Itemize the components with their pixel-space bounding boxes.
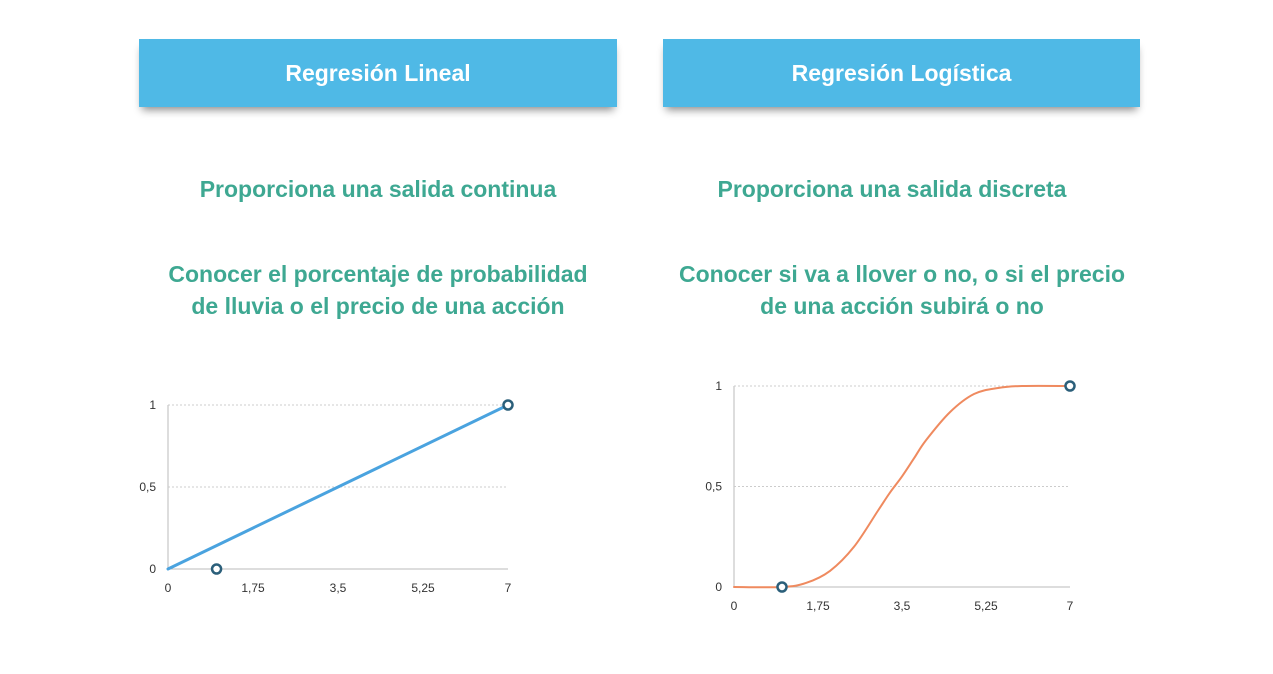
logistic-x-tick-label: 5,25 [974, 599, 998, 613]
logistic-description-line-2: de una acción subirá o no [760, 293, 1044, 319]
linear-y-tick-label: 0 [149, 562, 156, 576]
linear-subtitle: Proporciona una salida continua [199, 176, 557, 202]
logistic-x-tick-label: 3,5 [894, 599, 911, 613]
linear-data-point [210, 563, 223, 575]
logistic-x-tick-label: 0 [731, 599, 738, 613]
linear-data-point [502, 399, 514, 411]
linear-x-tick-label: 1,75 [241, 581, 265, 595]
logistic-data-point [776, 581, 788, 593]
logistic-description-line-1: Conocer si va a llover o no, o si el pre… [678, 261, 1126, 287]
logistic-y-tick-label: 1 [715, 379, 722, 393]
linear-y-tick-label: 1 [149, 398, 156, 412]
linear-x-tick-label: 0 [165, 581, 172, 595]
linear-y-tick-label: 0,5 [139, 480, 156, 494]
logistic-x-tick-label: 7 [1067, 599, 1074, 613]
linear-description-line-1: Conocer el porcentaje de probabilidad [168, 261, 588, 287]
linear-series-line [166, 403, 510, 571]
logistic-x-tick-label: 1,75 [806, 599, 830, 613]
logistic-description: Conocer si va a llover o no, o si el pre… [632, 258, 1172, 322]
linear-description: Conocer el porcentaje de probabilidad de… [108, 258, 648, 322]
logistic-series-line [733, 384, 1071, 589]
logistic-y-tick-label: 0 [715, 580, 722, 594]
logistic-regression-header: Regresión Logística [663, 39, 1140, 107]
logistic-y-tick-label: 0,5 [705, 480, 722, 494]
linear-x-tick-label: 3,5 [330, 581, 347, 595]
logistic-subtitle: Proporciona una salida discreta [717, 176, 1067, 202]
logistic-data-point [1064, 380, 1076, 392]
linear-x-tick-label: 5,25 [411, 581, 435, 595]
linear-description-line-2: de lluvia o el precio de una acción [191, 293, 565, 319]
linear-x-tick-label: 7 [505, 581, 512, 595]
linear-regression-header: Regresión Lineal [139, 39, 617, 107]
